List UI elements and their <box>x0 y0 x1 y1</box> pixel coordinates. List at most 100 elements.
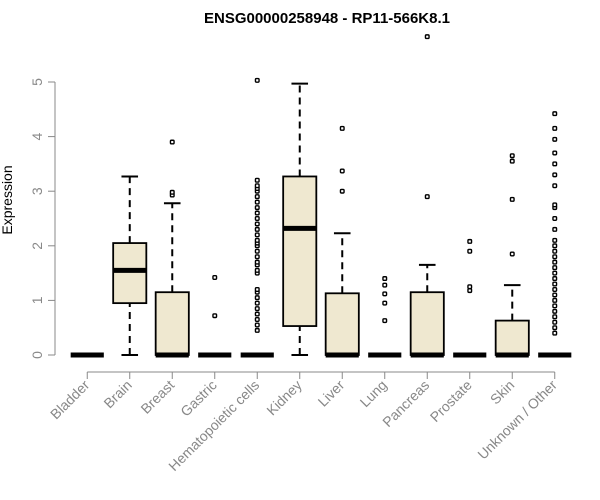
outlier-point <box>552 259 558 265</box>
outlier-point <box>254 215 260 221</box>
outlier-point <box>212 274 218 280</box>
box-iqr <box>154 291 190 356</box>
outlier-point <box>552 270 558 276</box>
box-group-gastric <box>198 274 232 358</box>
outlier-point <box>254 77 260 83</box>
outlier-point <box>509 196 515 202</box>
box-group-prostate <box>453 238 487 358</box>
outlier-point <box>552 292 558 298</box>
outlier-point <box>552 314 558 320</box>
outlier-point <box>552 111 558 117</box>
box-group-unknown-other <box>538 111 572 358</box>
outlier-point <box>552 286 558 292</box>
outlier-point <box>552 303 558 309</box>
x-tick-label: Prostate <box>427 377 475 425</box>
outlier-point <box>169 139 175 145</box>
outlier-point <box>552 215 558 221</box>
y-tick-label: 0 <box>29 351 45 359</box>
outlier-point <box>339 125 345 131</box>
outlier-point <box>552 243 558 249</box>
box-group-hematopoietic-cells <box>240 77 274 358</box>
box-iqr <box>409 291 445 356</box>
box-iqr <box>112 242 148 305</box>
outlier-point <box>254 210 260 216</box>
outlier-point <box>424 194 430 200</box>
outlier-point <box>254 199 260 205</box>
outlier-point <box>254 232 260 238</box>
outlier-point <box>339 188 345 194</box>
outlier-point <box>254 327 260 333</box>
outlier-point <box>424 34 430 40</box>
outlier-point <box>254 311 260 317</box>
outlier-point <box>254 306 260 312</box>
outlier-point <box>552 183 558 189</box>
box-group-brain <box>112 175 148 356</box>
x-tick-label: Skin <box>487 377 518 408</box>
outlier-point <box>254 237 260 243</box>
x-tick-label: Bladder <box>47 377 93 423</box>
outlier-point <box>552 226 558 232</box>
outlier-point <box>254 183 260 189</box>
x-tick-label: Pancreas <box>379 377 432 430</box>
y-axis: 0 1 2 3 4 5 <box>29 78 56 359</box>
outlier-point <box>552 202 558 208</box>
y-axis-label: Expression <box>0 165 15 234</box>
outlier-point <box>552 150 558 156</box>
outlier-point <box>552 172 558 178</box>
outlier-point <box>552 248 558 254</box>
box-group-liver <box>324 125 360 358</box>
outlier-point <box>254 267 260 273</box>
x-tick-label: Breast <box>137 377 177 417</box>
outlier-point <box>552 265 558 271</box>
outlier-point <box>382 291 388 297</box>
outlier-point <box>467 248 473 254</box>
y-tick-label: 1 <box>29 296 45 304</box>
y-tick-label: 2 <box>29 242 45 250</box>
box-iqr <box>494 319 530 356</box>
outlier-point <box>552 237 558 243</box>
outlier-point <box>382 300 388 306</box>
outlier-point <box>254 295 260 301</box>
outlier-point <box>552 136 558 142</box>
outlier-point <box>254 286 260 292</box>
outlier-point <box>212 313 218 319</box>
outlier-point <box>467 238 473 244</box>
box-group-kidney <box>282 82 318 356</box>
x-tick-label: Lung <box>357 377 390 410</box>
y-tick-label: 5 <box>29 78 45 86</box>
box-group-lung <box>368 276 402 358</box>
outlier-point <box>254 177 260 183</box>
outlier-point <box>254 194 260 200</box>
outlier-point <box>254 205 260 211</box>
outlier-point <box>382 318 388 324</box>
y-tick-label: 4 <box>29 132 45 140</box>
outlier-point <box>382 282 388 288</box>
box-group-breast <box>154 139 190 358</box>
outlier-point <box>382 276 388 282</box>
x-tick-label: Unknown / Other <box>474 377 560 463</box>
outlier-point <box>467 288 473 294</box>
outlier-point <box>552 281 558 287</box>
x-tick-label: Brain <box>100 377 134 411</box>
outlier-point <box>552 330 558 336</box>
x-tick-label: Kidney <box>263 377 305 419</box>
outlier-point <box>552 297 558 303</box>
boxes-layer <box>70 34 572 358</box>
outlier-point <box>552 161 558 167</box>
outlier-point <box>254 300 260 306</box>
y-tick-label: 3 <box>29 187 45 195</box>
outlier-point <box>254 221 260 227</box>
outlier-point <box>552 254 558 260</box>
outlier-point <box>552 308 558 314</box>
box-group-pancreas <box>409 34 445 358</box>
x-tick-label: Liver <box>315 377 348 410</box>
outlier-point <box>509 158 515 164</box>
outlier-point <box>339 168 345 174</box>
outlier-point <box>254 322 260 328</box>
outlier-point <box>552 325 558 331</box>
chart-title: ENSG00000258948 - RP11-566K8.1 <box>204 10 450 27</box>
outlier-point <box>509 153 515 159</box>
outlier-point <box>509 251 515 257</box>
outlier-point <box>169 189 175 195</box>
